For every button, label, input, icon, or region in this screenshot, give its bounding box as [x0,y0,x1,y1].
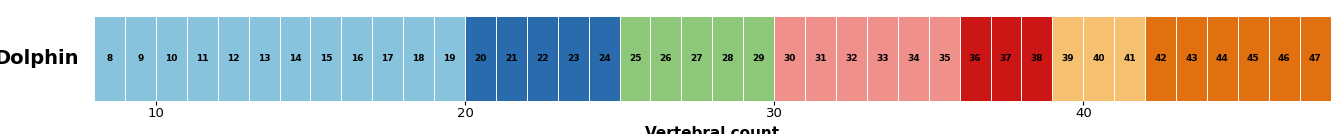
Bar [712,16,743,100]
Bar [527,16,558,100]
Bar [867,16,898,100]
Bar [589,16,620,100]
Text: 30: 30 [784,54,796,63]
Bar [1238,16,1269,100]
Text: 29: 29 [753,54,765,63]
Text: 46: 46 [1278,54,1290,63]
Text: 27: 27 [691,54,703,63]
Text: 23: 23 [567,54,579,63]
Bar [280,16,310,100]
Bar [650,16,681,100]
Text: 28: 28 [722,54,734,63]
Text: 33: 33 [876,54,888,63]
Text: Dolphin: Dolphin [0,49,78,68]
Text: 47: 47 [1309,54,1321,63]
Text: 13: 13 [258,54,270,63]
Text: 18: 18 [413,54,425,63]
Bar [836,16,867,100]
Text: 43: 43 [1185,54,1198,63]
X-axis label: Vertebral count: Vertebral count [645,126,780,134]
Bar [496,16,527,100]
Text: 11: 11 [196,54,208,63]
Text: 38: 38 [1031,54,1043,63]
Text: 12: 12 [227,54,239,63]
Bar [341,16,372,100]
Text: 36: 36 [969,54,981,63]
Text: 17: 17 [382,54,394,63]
Text: 35: 35 [938,54,950,63]
Text: 21: 21 [505,54,517,63]
Bar [218,16,249,100]
Bar [1083,16,1114,100]
Text: 22: 22 [536,54,548,63]
Bar [681,16,712,100]
Text: 32: 32 [845,54,857,63]
Text: 37: 37 [1000,54,1012,63]
Text: 42: 42 [1154,54,1167,63]
Bar [156,16,187,100]
Bar [1052,16,1083,100]
Bar [558,16,589,100]
Bar [372,16,403,100]
Bar [1176,16,1207,100]
Bar [929,16,960,100]
Bar [94,16,125,100]
Bar [403,16,434,100]
Bar [1269,16,1300,100]
Bar [1300,16,1331,100]
Bar [434,16,465,100]
Text: 20: 20 [474,54,487,63]
Text: 26: 26 [660,54,672,63]
Bar [1207,16,1238,100]
Bar [249,16,280,100]
Bar [310,16,341,100]
Bar [1021,16,1052,100]
Text: 14: 14 [289,54,301,63]
Text: 10: 10 [165,54,177,63]
Text: 24: 24 [598,54,610,63]
Text: 19: 19 [444,54,456,63]
Bar [991,16,1021,100]
Text: 34: 34 [907,54,919,63]
Bar [187,16,218,100]
Text: 8: 8 [106,54,113,63]
Text: 40: 40 [1093,54,1105,63]
Bar [620,16,650,100]
Text: 15: 15 [320,54,332,63]
Bar [1114,16,1145,100]
Text: 41: 41 [1124,54,1136,63]
Bar [743,16,774,100]
Bar [805,16,836,100]
Bar [125,16,156,100]
Text: 31: 31 [814,54,827,63]
Text: 9: 9 [137,54,144,63]
Bar [898,16,929,100]
Bar [774,16,805,100]
Text: 25: 25 [629,54,641,63]
Bar [465,16,496,100]
Text: 16: 16 [351,54,363,63]
Bar [1145,16,1176,100]
Text: 45: 45 [1247,54,1259,63]
Bar [960,16,991,100]
Text: 39: 39 [1062,54,1074,63]
Text: 44: 44 [1216,54,1228,63]
